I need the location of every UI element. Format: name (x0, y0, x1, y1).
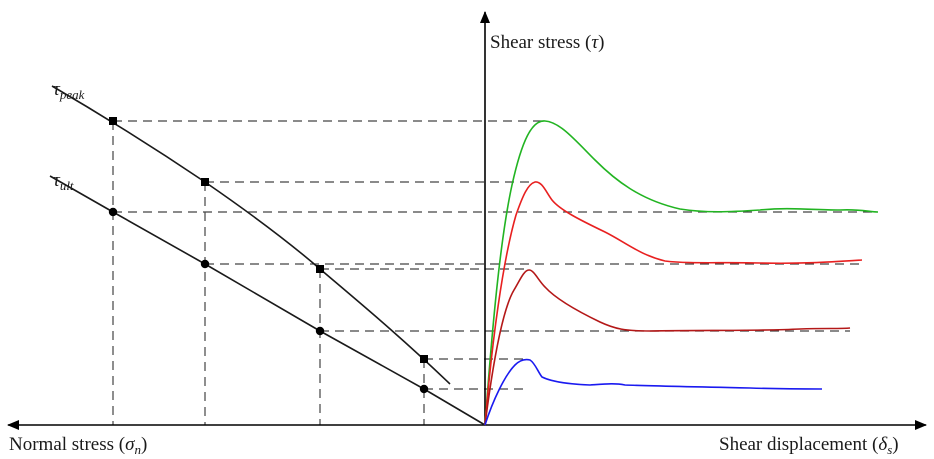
ultimate-envelope (49, 175, 486, 426)
y-axis-label: Shear stress (τ) (490, 32, 604, 53)
peak-marker-1 (109, 117, 117, 125)
ult-marker-2 (200, 259, 210, 269)
peak-markers (109, 117, 428, 363)
guide-lines (112, 120, 878, 425)
curve-darkred (484, 269, 851, 426)
x-axis-right-label: Shear displacement (δs) (719, 434, 899, 457)
axes (7, 11, 927, 430)
shear-curves (484, 120, 879, 426)
peak-envelope-label: τpeak (53, 79, 85, 102)
peak-marker-2 (201, 178, 209, 186)
peak-marker-3 (316, 265, 324, 273)
peak-marker-4 (420, 355, 428, 363)
x-axis-left-label: Normal stress (σn) (9, 434, 147, 457)
ultimate-envelope-label: τult (53, 170, 74, 193)
ult-marker-1 (108, 207, 118, 217)
curve-blue (484, 358, 823, 426)
ult-marker-4 (419, 384, 429, 394)
envelopes (49, 85, 486, 426)
curve-red (484, 181, 863, 426)
curve-green (484, 120, 879, 426)
ultimate-markers (108, 207, 429, 394)
ult-marker-3 (315, 326, 325, 336)
peak-envelope (51, 85, 451, 385)
